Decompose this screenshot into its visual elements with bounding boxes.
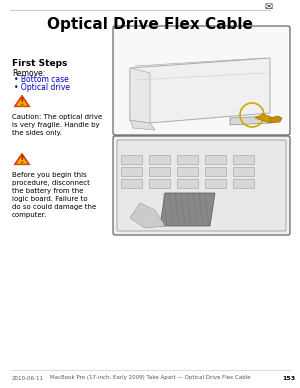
Polygon shape (130, 203, 165, 228)
FancyBboxPatch shape (113, 136, 290, 235)
Text: ✉: ✉ (264, 2, 272, 12)
FancyBboxPatch shape (206, 156, 226, 165)
FancyBboxPatch shape (178, 168, 199, 177)
FancyBboxPatch shape (122, 156, 142, 165)
FancyBboxPatch shape (117, 140, 286, 231)
Polygon shape (255, 114, 278, 123)
Text: 2010-06-11: 2010-06-11 (12, 376, 44, 381)
Text: MacBook Pro (17-inch, Early 2009) Take Apart — Optical Drive Flex Cable: MacBook Pro (17-inch, Early 2009) Take A… (50, 376, 250, 381)
FancyBboxPatch shape (149, 168, 170, 177)
FancyBboxPatch shape (206, 168, 226, 177)
Text: First Steps: First Steps (12, 59, 68, 68)
Text: Caution: The optical drive
is very fragile. Handle by
the sides only.: Caution: The optical drive is very fragi… (12, 114, 102, 136)
Text: Before you begin this
procedure, disconnect
the battery from the
logic board. Fa: Before you begin this procedure, disconn… (12, 172, 96, 218)
Text: • Optical drive: • Optical drive (14, 83, 70, 92)
Text: !: ! (20, 156, 24, 165)
Polygon shape (270, 116, 282, 123)
FancyBboxPatch shape (178, 156, 199, 165)
Polygon shape (14, 153, 30, 165)
FancyBboxPatch shape (122, 180, 142, 189)
FancyBboxPatch shape (233, 168, 254, 177)
Text: • Bottom case: • Bottom case (14, 76, 69, 85)
FancyBboxPatch shape (206, 180, 226, 189)
Polygon shape (130, 58, 270, 123)
Polygon shape (230, 116, 270, 125)
Polygon shape (14, 95, 30, 107)
Text: 153: 153 (282, 376, 295, 381)
FancyBboxPatch shape (149, 156, 170, 165)
FancyBboxPatch shape (233, 180, 254, 189)
FancyBboxPatch shape (149, 180, 170, 189)
Text: Optical Drive Flex Cable: Optical Drive Flex Cable (47, 17, 253, 33)
Text: Remove:: Remove: (12, 69, 45, 78)
Polygon shape (130, 68, 150, 123)
FancyBboxPatch shape (122, 168, 142, 177)
Polygon shape (16, 156, 28, 164)
Polygon shape (16, 98, 28, 106)
Polygon shape (130, 120, 155, 130)
FancyBboxPatch shape (178, 180, 199, 189)
FancyBboxPatch shape (233, 156, 254, 165)
Polygon shape (160, 193, 215, 226)
Text: !: ! (20, 97, 24, 107)
FancyBboxPatch shape (113, 26, 290, 135)
